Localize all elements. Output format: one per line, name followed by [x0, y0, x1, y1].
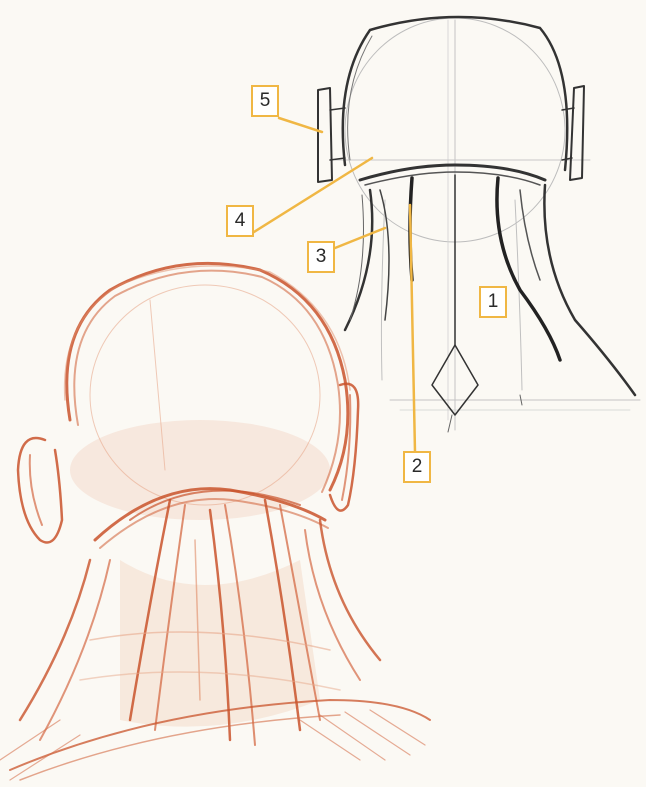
callout-label-4: 4 — [226, 205, 254, 237]
leader-4 — [252, 156, 374, 234]
leader-3 — [333, 226, 387, 250]
callout-label-2: 2 — [403, 451, 431, 483]
pencil-neck-diagram — [317, 15, 641, 433]
leader-5 — [277, 116, 324, 134]
callout-label-3: 3 — [307, 241, 335, 273]
leader-1 — [408, 203, 417, 454]
callout-label-5: 5 — [251, 85, 279, 117]
callout-leaders — [252, 116, 417, 454]
callout-label-1: 1 — [479, 286, 507, 318]
sanguine-head-sketch — [0, 261, 431, 781]
